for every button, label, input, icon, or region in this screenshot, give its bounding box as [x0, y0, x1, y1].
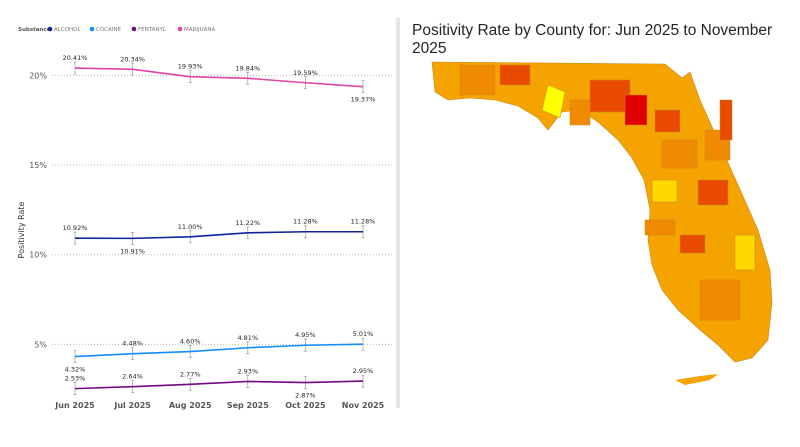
data-label: 11.22% — [235, 219, 260, 227]
data-label: 19.37% — [351, 96, 376, 104]
data-label: 4.60% — [180, 338, 201, 346]
legend-marker[interactable] — [177, 26, 183, 32]
legend-title: Substance — [18, 27, 51, 33]
x-tick-label: Jun 2025 — [54, 401, 95, 410]
data-label: 11.28% — [293, 218, 318, 226]
data-label: 2.95% — [353, 367, 374, 375]
legend-marker[interactable] — [131, 26, 137, 32]
data-label: 19.84% — [235, 64, 260, 72]
data-label: 10.91% — [120, 247, 145, 255]
data-label: 11.00% — [178, 223, 203, 231]
y-tick-label: 20% — [29, 71, 47, 80]
y-axis-label: Positivity Rate — [17, 201, 26, 258]
data-label: 20.34% — [120, 55, 145, 63]
line-chart: Substance ALCOHOL COCAINE FENTANYL MARIJUANA… — [17, 26, 392, 410]
x-tick-label: Jul 2025 — [113, 401, 151, 410]
y-tick-label: 10% — [29, 251, 47, 260]
data-label: 19.93% — [178, 63, 203, 71]
data-label: 10.92% — [63, 224, 88, 232]
data-label: 2.93% — [237, 367, 258, 375]
counties — [459, 64, 756, 321]
legend-marker[interactable] — [47, 26, 53, 32]
data-label: 4.95% — [295, 331, 316, 339]
data-label: 4.32% — [65, 366, 86, 374]
data-label: 19.59% — [293, 69, 318, 77]
error-bar — [73, 231, 77, 245]
legend-marker[interactable] — [89, 26, 95, 32]
legend-label[interactable]: ALCOHOL — [54, 27, 81, 33]
data-label: 20.41% — [63, 54, 88, 62]
data-label: 5.01% — [353, 330, 374, 338]
series-fentanyl: 2.53% 2.64% 2.77% 2.93% 2.87% 2.95% — [65, 367, 374, 399]
florida-shape — [431, 61, 773, 385]
x-tick-label: Oct 2025 — [285, 401, 326, 410]
series-alcohol: 10.92% 10.91% 11.00% 11.22% 11.28% 11.28% — [63, 218, 376, 256]
series-line[interactable] — [74, 230, 363, 240]
x-tick-label: Aug 2025 — [169, 401, 212, 410]
series-marijuana: 20.41% 20.34% 19.93% 19.84% 19.59% 19.37% — [63, 54, 376, 104]
florida-county-map[interactable] — [400, 40, 800, 400]
series-line[interactable] — [74, 380, 364, 390]
map-title: Positivity Rate by County for: Jun 2025 … — [412, 22, 773, 57]
series-line[interactable] — [74, 67, 364, 88]
series-line[interactable] — [74, 343, 364, 358]
legend-label[interactable]: MARIJUANA — [184, 27, 215, 33]
data-label: 2.53% — [65, 375, 86, 383]
florida-outline[interactable] — [431, 61, 773, 363]
data-label: 2.77% — [180, 370, 201, 378]
data-label: 11.28% — [351, 218, 376, 226]
divider — [396, 18, 400, 408]
y-tick-label: 15% — [29, 161, 47, 170]
data-label: 4.81% — [237, 334, 258, 342]
data-label: 4.48% — [122, 340, 143, 348]
series-cocaine: 4.32% 4.48% 4.60% 4.81% 4.95% 5.01% — [65, 330, 374, 373]
y-tick-label: 5% — [34, 340, 47, 349]
legend-label[interactable]: FENTANYL — [138, 27, 167, 33]
data-label: 2.87% — [295, 392, 316, 400]
legend-label[interactable]: COCAINE — [96, 27, 122, 33]
data-label: 2.64% — [122, 373, 143, 381]
x-tick-label: Sep 2025 — [227, 401, 269, 410]
x-tick-label: Nov 2025 — [342, 401, 385, 410]
